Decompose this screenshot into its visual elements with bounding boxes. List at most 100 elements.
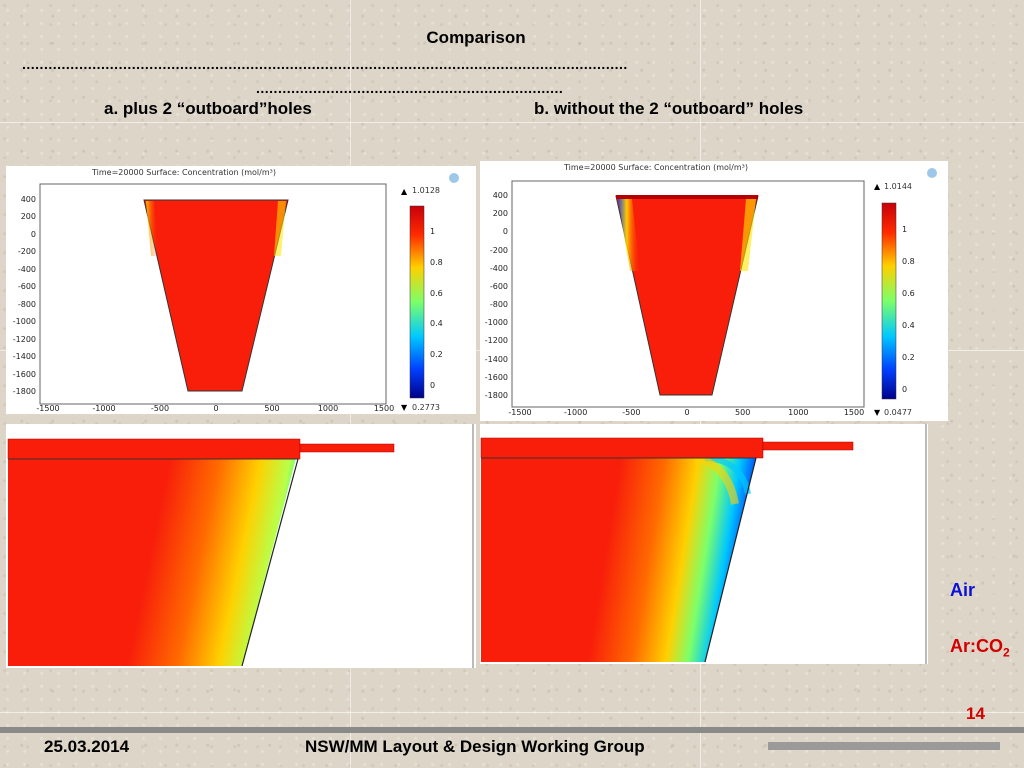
colorbar-b bbox=[881, 202, 897, 400]
colorbar-tick-label: 0.8 bbox=[430, 257, 443, 267]
footer-divider bbox=[0, 727, 1024, 733]
svg-text:▲: ▲ bbox=[874, 182, 881, 191]
legend-arco2-label: Ar:CO bbox=[950, 636, 1003, 656]
colorbar-tick-label: 0 bbox=[902, 385, 908, 394]
trapezoid-domain bbox=[143, 199, 289, 392]
y-axis-tick-label: -600 bbox=[17, 282, 36, 292]
plot-a-graphic: ▲ ▼ bbox=[39, 173, 459, 412]
x-axis-tick-label: -1000 bbox=[564, 408, 588, 417]
dotted-separator-short: ........................................… bbox=[256, 80, 564, 96]
legend-arco2-sub: 2 bbox=[1003, 645, 1010, 660]
y-axis-tick-label: 0 bbox=[502, 227, 508, 237]
y-axis-tick-label: -1600 bbox=[484, 372, 508, 382]
y-axis-tick-label: -400 bbox=[17, 264, 36, 274]
plot-panel-a: ▲ ▼ Time=20000 Surface: Concentration (m… bbox=[6, 166, 476, 414]
x-axis-tick-label: -1500 bbox=[36, 404, 60, 413]
label-b: b. without the 2 “outboard” holes bbox=[534, 99, 804, 118]
y-axis-tick-label: 0 bbox=[30, 229, 36, 239]
x-axis-tick-label: 1500 bbox=[843, 408, 865, 417]
y-axis-tick-label: 400 bbox=[492, 191, 508, 200]
gas-region bbox=[8, 458, 296, 666]
page-number: 14 bbox=[966, 704, 985, 723]
slide-title: Comparison bbox=[426, 28, 526, 47]
footer-group: NSW/MM Layout & Design Working Group bbox=[305, 737, 645, 756]
background-line bbox=[0, 712, 1024, 713]
top-band bbox=[616, 195, 758, 199]
svg-text:▼: ▼ bbox=[874, 408, 881, 417]
plot-b-min: 0.0477 bbox=[884, 408, 912, 417]
x-axis-tick-label: -1500 bbox=[508, 408, 532, 417]
legend-arco2: Ar:CO2 bbox=[950, 636, 1010, 660]
x-axis-tick-label: -1000 bbox=[92, 404, 116, 413]
y-axis-tick-label: -200 bbox=[489, 245, 508, 255]
colorbar-tick-label: 0.4 bbox=[902, 321, 915, 330]
wall-edge bbox=[704, 457, 757, 663]
zoom-a-graphic bbox=[7, 424, 474, 668]
svg-text:▼: ▼ bbox=[401, 403, 408, 412]
colorbar-tick-label: 0.8 bbox=[902, 257, 915, 266]
plot-a-min: 0.2773 bbox=[412, 403, 440, 412]
edge-gradient bbox=[146, 201, 158, 256]
y-axis-tick-label: 400 bbox=[20, 195, 36, 204]
plot-panel-b: ▲ ▼ Time=20000 Surface: Concentration (m… bbox=[480, 161, 948, 421]
y-axis-tick-label: -1400 bbox=[12, 352, 36, 362]
x-axis-tick-label: 500 bbox=[264, 404, 280, 413]
x-axis-tick-label: 500 bbox=[735, 408, 751, 417]
x-axis-tick-label: 1000 bbox=[317, 404, 339, 413]
svg-text:▲: ▲ bbox=[401, 187, 408, 196]
gas-region bbox=[481, 458, 756, 662]
plot-b-max: 1.0144 bbox=[884, 182, 912, 191]
legend-air-label: Air bbox=[950, 580, 976, 600]
y-axis-tick-label: -800 bbox=[17, 299, 36, 309]
legend-air: Air bbox=[950, 580, 975, 601]
y-axis-tick-label: -800 bbox=[489, 300, 508, 310]
outboard-hole-bar bbox=[762, 441, 854, 451]
y-axis-tick-label: -1000 bbox=[484, 318, 508, 328]
y-axis-tick-label: -1200 bbox=[12, 334, 36, 344]
plot-b-graphic: ▲ ▼ bbox=[511, 168, 937, 417]
x-axis-tick-label: -500 bbox=[622, 408, 641, 417]
colorbar-a bbox=[409, 205, 425, 399]
zoom-panel-a bbox=[6, 424, 476, 668]
footer-date: 25.03.2014 bbox=[44, 737, 130, 756]
y-axis-tick-label: -400 bbox=[489, 263, 508, 273]
edge-gradient bbox=[274, 201, 286, 256]
colorbar-tick-label: 0.2 bbox=[902, 353, 915, 362]
y-axis-tick-label: -1200 bbox=[484, 336, 508, 346]
label-a: a. plus 2 “outboard”holes bbox=[104, 99, 312, 118]
colorbar-tick-label: 0 bbox=[430, 381, 436, 390]
outboard-hole-bar bbox=[299, 443, 395, 453]
colorbar-tick-label: 0.4 bbox=[430, 319, 443, 329]
background-line bbox=[0, 122, 1024, 123]
wall-edge bbox=[241, 458, 299, 667]
edge-gradient bbox=[740, 199, 756, 271]
comsol-logo bbox=[927, 168, 937, 178]
top-gas-bar bbox=[7, 438, 301, 460]
x-axis-tick-label: 1500 bbox=[373, 404, 395, 413]
plot-a-max: 1.0128 bbox=[412, 186, 440, 195]
y-axis-tick-label: -600 bbox=[489, 281, 508, 291]
colorbar-tick-label: 1 bbox=[430, 227, 436, 236]
top-gas-bar bbox=[480, 437, 764, 459]
x-axis-tick-label: -500 bbox=[150, 404, 170, 413]
footer-accent-bar bbox=[768, 742, 1000, 750]
dotted-separator: ........................................… bbox=[22, 56, 628, 72]
y-axis-tick-label: 200 bbox=[20, 212, 36, 222]
y-axis-tick-label: 200 bbox=[492, 209, 508, 219]
colorbar-tick-label: 0.6 bbox=[902, 289, 915, 298]
plot-b-header: Time=20000 Surface: Concentration (mol/m… bbox=[564, 163, 748, 172]
edge-gradient bbox=[618, 199, 640, 271]
plot-a-header: Time=20000 Surface: Concentration (mol/m… bbox=[92, 168, 276, 177]
comsol-logo bbox=[449, 173, 459, 183]
x-axis-tick-label: 1000 bbox=[788, 408, 809, 417]
x-axis-tick-label: 0 bbox=[684, 408, 690, 417]
y-axis-tick-label: -1000 bbox=[12, 317, 36, 327]
colorbar-tick-label: 0.6 bbox=[430, 288, 443, 298]
zoom-panel-b bbox=[480, 424, 928, 664]
colorbar-tick-label: 1 bbox=[902, 225, 908, 234]
y-axis-tick-label: -1600 bbox=[12, 369, 36, 379]
y-axis-tick-label: -1800 bbox=[12, 387, 36, 396]
zoom-b-graphic bbox=[480, 424, 927, 664]
y-axis-tick-label: -200 bbox=[17, 247, 36, 257]
colorbar-tick-label: 0.2 bbox=[430, 350, 443, 360]
